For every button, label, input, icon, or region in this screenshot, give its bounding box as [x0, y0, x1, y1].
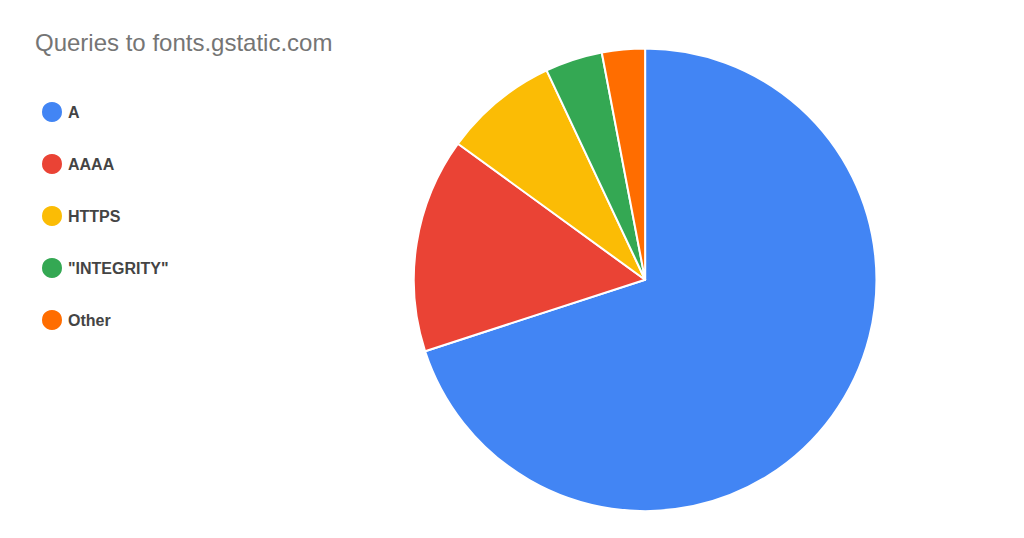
svg-text:HTTPS: HTTPS [68, 208, 121, 225]
svg-text:"INTEGRITY": "INTEGRITY" [68, 260, 169, 277]
svg-text:A: A [68, 104, 80, 121]
svg-text:AAAA: AAAA [68, 156, 115, 173]
svg-text:Other: Other [68, 312, 111, 329]
svg-text:Queries to fonts.gstatic.com: Queries to fonts.gstatic.com [35, 29, 332, 56]
